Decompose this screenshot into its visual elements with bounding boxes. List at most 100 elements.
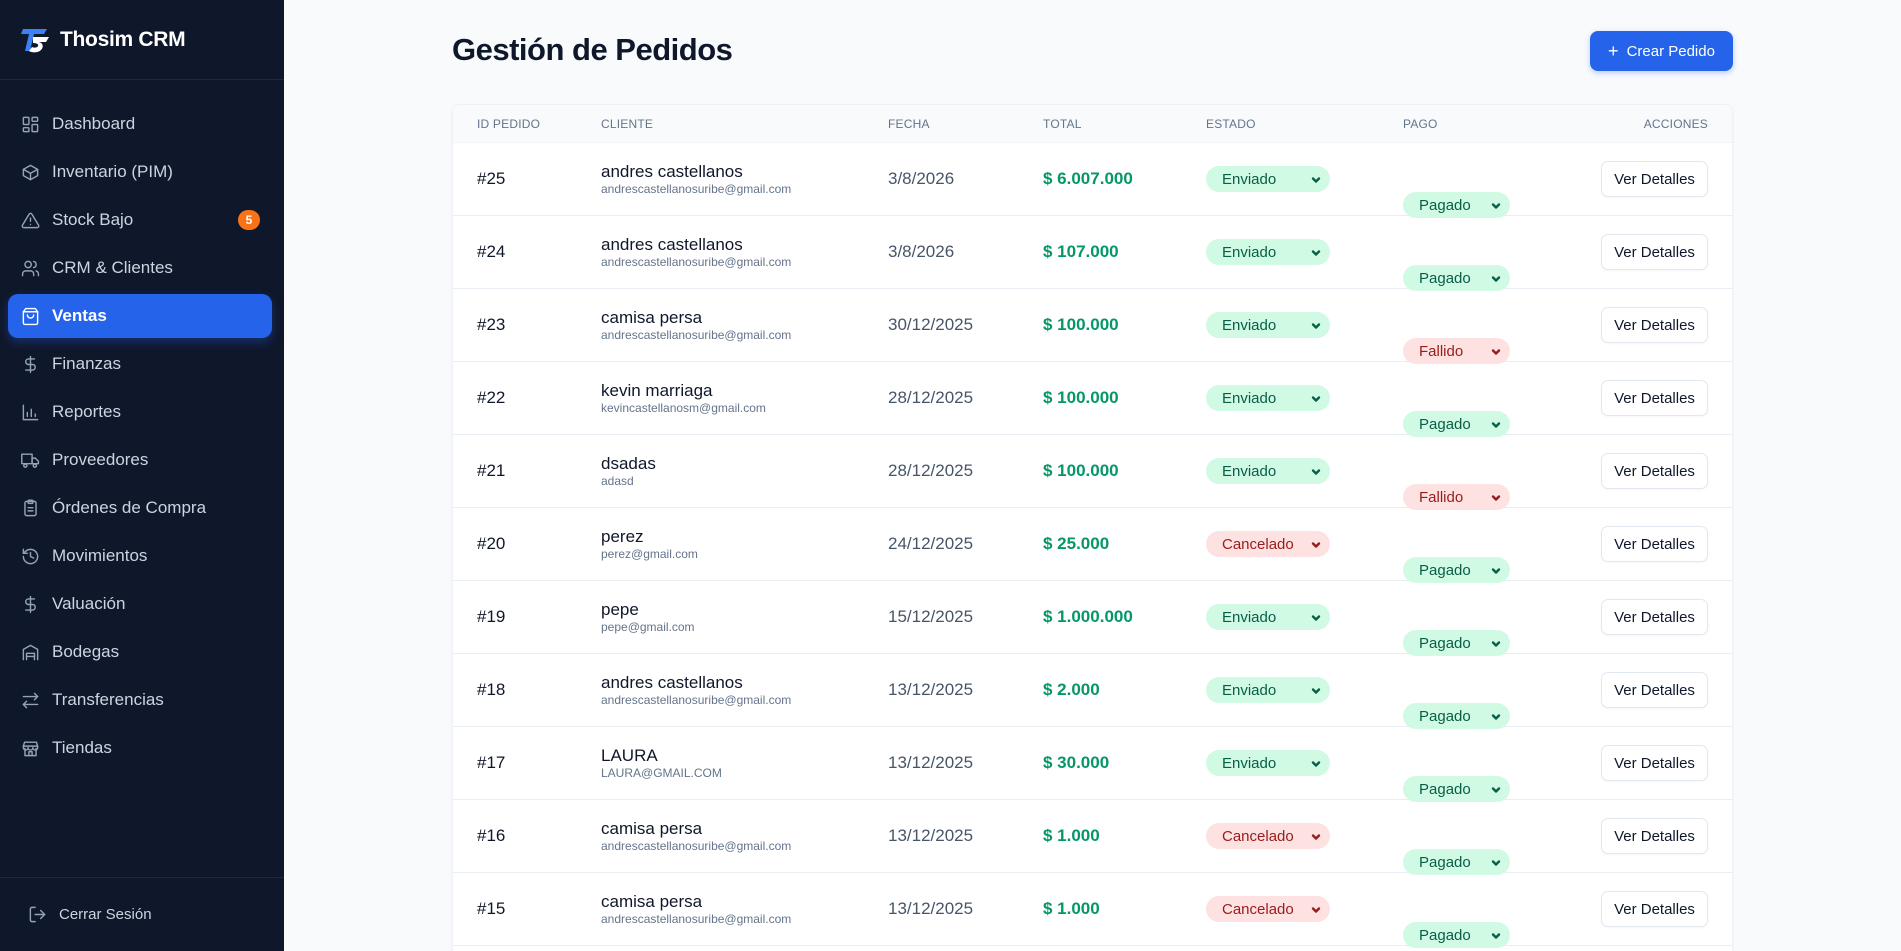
sidebar-item-ventas[interactable]: Ventas [8,294,272,338]
chevron-down-icon [1310,684,1322,696]
orders-table: ID PEDIDO CLIENTE FECHA TOTAL ESTADO PAGO ACCI… [452,104,1733,951]
order-date: 24/12/2025 [888,534,974,553]
order-id: #16 [477,826,506,845]
status-select[interactable]: Enviado [1206,677,1330,703]
sidebar-item-label: Órdenes de Compra [52,498,207,517]
payment-select[interactable]: Pagado [1403,849,1510,875]
view-details-button[interactable]: Ver Detalles [1601,453,1708,489]
sidebar-item-inventario-pim[interactable]: Inventario (PIM) [8,150,272,194]
status-select[interactable]: Enviado [1206,385,1330,411]
status-select[interactable]: Cancelado [1206,531,1330,557]
client-cell: LAURA LAURA@GMAIL.COM [601,746,722,780]
sidebar-item-label: Bodegas [52,642,120,661]
sidebar-item-movimientos[interactable]: Movimientos [8,534,272,578]
transfer-icon [20,690,40,710]
payment-select[interactable]: Pagado [1403,922,1510,948]
status-select[interactable]: Enviado [1206,239,1330,265]
order-id: #22 [477,388,506,407]
order-id: #17 [477,753,506,772]
status-select[interactable]: Enviado [1206,166,1330,192]
payment-select[interactable]: Pagado [1403,557,1510,583]
sidebar-item-bodegas[interactable]: Bodegas [8,630,272,674]
payment-select[interactable]: Fallido [1403,338,1510,364]
table-row: #15 camisa persa andrescastellanosuribe@gm… [453,873,1732,948]
payment-select[interactable]: Pagado [1403,776,1510,802]
warehouse-icon [20,642,40,662]
payment-select[interactable]: Pagado [1403,265,1510,291]
payment-select[interactable]: Pagado [1403,703,1510,729]
view-details-button[interactable]: Ver Detalles [1601,745,1708,781]
order-total: $ 1.000 [1043,826,1100,845]
client-name: camisa persa [601,308,703,327]
main-content: Gestión de Pedidos + Crear Pedido ID PED… [284,0,1901,951]
status-value: Enviado [1222,754,1277,772]
view-details-button[interactable]: Ver Detalles [1601,161,1708,197]
brand[interactable]: Thosim CRM [0,0,284,80]
sidebar-item-label: Movimientos [52,546,148,565]
chevron-down-icon [1490,856,1502,868]
status-select[interactable]: Enviado [1206,604,1330,630]
view-details-button[interactable]: Ver Detalles [1601,234,1708,270]
client-cell: camisa persa andrescastellanosuribe@gmail… [601,308,791,342]
sidebar-item-ordenes-de-compra[interactable]: Órdenes de Compra [8,486,272,530]
chevron-down-icon [1310,246,1322,258]
chevron-down-icon [1490,783,1502,795]
view-details-button[interactable]: Ver Detalles [1601,526,1708,562]
sidebar-item-transferencias[interactable]: Transferencias [8,678,272,722]
order-total: $ 2.000 [1043,680,1100,699]
sidebar-item-reportes[interactable]: Reportes [8,390,272,434]
stock-alert-badge: 5 [238,210,260,230]
column-header-total: TOTAL [1043,117,1082,131]
payment-value: Pagado [1419,196,1471,214]
status-value: Enviado [1222,462,1277,480]
view-details-button[interactable]: Ver Detalles [1601,599,1708,635]
sidebar-item-tiendas[interactable]: Tiendas [8,726,272,770]
table-row: #21 dsadas adasd 28/12/2025 $ 100.000 Enviado… [453,435,1732,510]
logout-button[interactable]: Cerrar Sesión [0,877,284,951]
clipboard-icon [20,498,40,518]
shopping-bag-icon [20,306,40,326]
order-total: $ 100.000 [1043,461,1119,480]
payment-select[interactable]: Pagado [1403,630,1510,656]
sidebar-item-dashboard[interactable]: Dashboard [8,102,272,146]
client-cell: camisa persa andrescastellanosuribe@gmail… [601,892,791,926]
status-value: Enviado [1222,243,1277,261]
page-title: Gestión de Pedidos [452,32,733,67]
status-value: Enviado [1222,316,1277,334]
sidebar-item-crm-clientes[interactable]: CRM & Clientes [8,246,272,290]
view-details-button[interactable]: Ver Detalles [1601,672,1708,708]
status-select[interactable]: Cancelado [1206,823,1330,849]
order-total: $ 1.000 [1043,899,1100,918]
order-total: $ 25.000 [1043,534,1110,553]
chevron-down-icon [1310,757,1322,769]
create-order-button[interactable]: + Crear Pedido [1590,31,1733,71]
status-value: Cancelado [1222,900,1294,918]
view-details-button[interactable]: Ver Detalles [1601,891,1708,927]
client-cell: andres castellanos andrescastellanosuribe… [601,162,791,196]
view-details-button[interactable]: Ver Detalles [1601,818,1708,854]
client-name: kevin marriaga [601,381,713,400]
sidebar-item-label: CRM & Clientes [52,258,173,277]
payment-select[interactable]: Pagado [1403,192,1510,218]
sidebar-item-stock-bajo[interactable]: Stock Bajo 5 [8,198,272,242]
sidebar-item-finanzas[interactable]: Finanzas [8,342,272,386]
table-row: #25 andres castellanos andrescastellanosur… [453,143,1732,218]
sidebar-item-label: Tiendas [52,738,112,757]
payment-select[interactable]: Pagado [1403,411,1510,437]
status-select[interactable]: Enviado [1206,750,1330,776]
view-details-button[interactable]: Ver Detalles [1601,380,1708,416]
payment-select[interactable]: Fallido [1403,484,1510,510]
logo-icon [21,28,49,52]
view-details-button[interactable]: Ver Detalles [1601,307,1708,343]
status-select[interactable]: Cancelado [1206,896,1330,922]
status-select[interactable]: Enviado [1206,458,1330,484]
column-header-pago: PAGO [1403,117,1438,131]
sidebar-item-proveedores[interactable]: Proveedores [8,438,272,482]
status-select[interactable]: Enviado [1206,312,1330,338]
order-date: 13/12/2025 [888,826,974,845]
order-date: 13/12/2025 [888,899,974,918]
sidebar-item-valuacion[interactable]: Valuación [8,582,272,626]
order-total: $ 100.000 [1043,315,1119,334]
sidebar-item-label: Proveedores [52,450,149,469]
box-icon [20,162,40,182]
